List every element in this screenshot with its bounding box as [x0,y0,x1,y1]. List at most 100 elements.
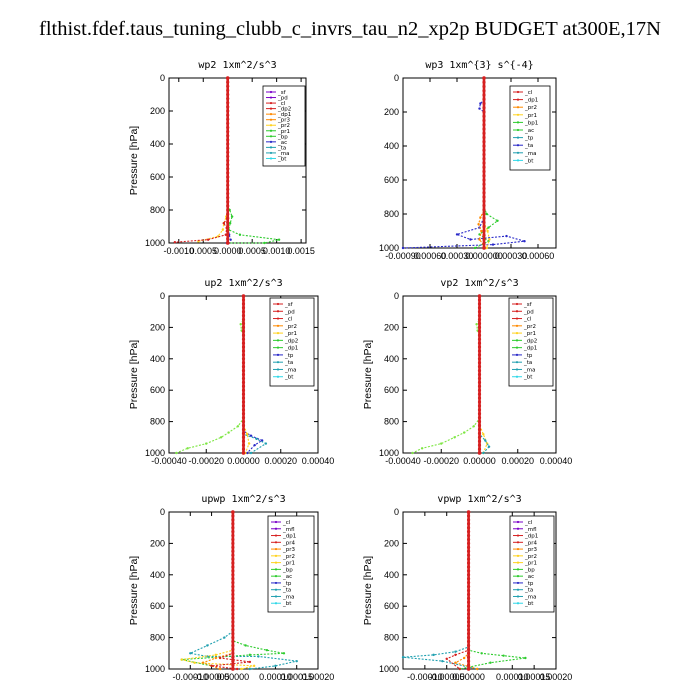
figure-title: flthist.fdef.taus_tuning_clubb_c_invrs_t… [39,18,661,40]
series-point [189,652,192,655]
profile-marker [241,310,246,314]
profile-marker [226,150,230,154]
series-point [411,451,414,455]
profile-marker [226,167,230,171]
profile-marker [231,655,235,659]
series-point [218,656,222,660]
legend-entry: _ma [277,151,289,157]
legend-marker [274,547,278,551]
plot-frame [402,511,557,670]
legend-marker [269,157,273,160]
profile-marker [482,114,486,118]
series-point [180,658,183,661]
profile-marker [466,526,471,530]
series-point [475,323,478,326]
profile-marker [231,616,235,620]
profile-marker [241,420,246,424]
profile-marker [482,123,486,127]
profile-marker [241,404,246,408]
legend-entry: _pr2 [523,324,536,330]
profile-marker [477,294,482,298]
profile-marker [477,447,482,451]
profile-marker [466,553,471,557]
legend-entry: _ma [524,151,536,157]
series-point [252,664,256,668]
profile-marker [466,573,471,577]
x-tick-label: 0.0015 [287,246,315,256]
legend-entry: _dp2 [284,338,298,344]
legend-marker [516,568,520,571]
legend-marker [516,159,520,162]
profile-marker [231,608,235,612]
legend-marker [276,339,280,342]
legend-entry: _ta [524,143,533,149]
profile-marker [482,191,486,195]
series-point [478,238,481,241]
legend-entry: _pr4 [282,540,296,546]
y-tick-label: 400 [150,570,165,580]
legend-marker [515,361,519,364]
y-tick-label: 600 [150,601,165,611]
legend-marker [515,317,519,320]
x-tick-label: 0.00000 [227,456,260,466]
series-point [484,439,487,442]
profile-marker [477,416,482,420]
legend-entry: _ma [524,594,536,600]
profile-marker [231,577,235,581]
x-tick-label: -0.00005 [194,672,230,682]
y-tick-label: 1000 [145,664,165,674]
legend-entry: _pr2 [524,105,537,111]
profile-marker [477,368,482,373]
y-tick-label: 600 [150,172,165,182]
legend-entry: _ta [524,588,533,594]
legend-marker [516,113,520,116]
legend-marker [516,581,520,585]
profile-marker [231,592,235,597]
legend-entry: _cl [524,520,533,526]
profile-marker [241,372,246,377]
y-tick-label: 400 [384,354,399,364]
profile-marker [231,581,235,585]
x-tick-label: 0.00020 [540,672,573,682]
x-tick-label: 0.00000 [452,672,485,682]
legend-marker [515,346,519,349]
profile-marker [226,125,230,130]
series-line [176,296,245,454]
series-point [473,246,477,250]
profile-marker [482,216,486,220]
legend-marker [274,602,278,605]
profile-marker [241,380,246,384]
profile-marker [226,105,230,109]
profile-marker [241,396,246,400]
series-point [455,233,459,236]
x-tick-label: 0.00030 [495,251,528,261]
y-tick-label: 600 [384,601,399,611]
series-point [214,653,218,657]
profile-marker [241,302,246,306]
series-point [274,664,277,668]
profile-marker [482,84,486,89]
panel-title: up2 1xm^2/s^3 [204,278,282,289]
profile-marker [482,186,486,191]
series-point [173,240,177,244]
profile-marker [482,106,486,110]
legend-entry: _cl [524,90,533,96]
profile-marker [482,225,486,229]
series-point [502,654,505,657]
series-line [181,512,255,670]
panel-title: upwp 1xm^2/s^3 [201,494,285,505]
legend-marker [516,534,520,537]
legend-entry: _ac [524,128,534,134]
y-tick-label: 800 [384,417,399,427]
profile-marker [466,643,471,648]
series-point [235,667,239,671]
legend-entry: _tp [523,353,533,359]
legend-marker [276,331,280,335]
legend-entry: _tp [524,136,534,142]
series-point [469,238,472,241]
profile-marker [241,314,246,318]
legend-marker [269,146,273,149]
profile-marker [477,400,482,404]
profile-marker [466,549,471,553]
legend-entry: _pr1 [277,129,290,135]
